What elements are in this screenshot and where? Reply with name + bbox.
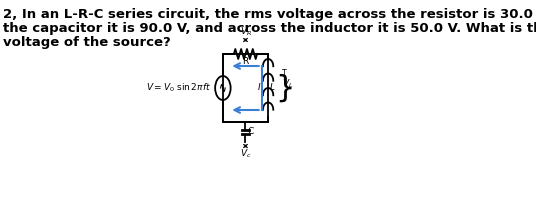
- Text: I: I: [258, 83, 260, 93]
- Text: L: L: [270, 83, 274, 93]
- Text: $V_c$: $V_c$: [240, 148, 251, 161]
- Text: C: C: [248, 127, 254, 137]
- Text: T: T: [282, 69, 287, 79]
- Text: 2, In an L-R-C series circuit, the rms voltage across the resistor is 30.0 V, ac: 2, In an L-R-C series circuit, the rms v…: [3, 8, 536, 21]
- Text: voltage of the source?: voltage of the source?: [3, 36, 171, 49]
- Text: R: R: [242, 57, 249, 66]
- Text: $V_L$: $V_L$: [282, 78, 294, 90]
- Text: the capacitor it is 90.0 V, and across the inductor it is 50.0 V. What is the rm: the capacitor it is 90.0 V, and across t…: [3, 22, 536, 35]
- Text: $V = V_0\ \sin 2\pi ft$: $V = V_0\ \sin 2\pi ft$: [146, 82, 211, 94]
- Text: $V_R$: $V_R$: [240, 26, 251, 38]
- Text: }: }: [275, 73, 295, 103]
